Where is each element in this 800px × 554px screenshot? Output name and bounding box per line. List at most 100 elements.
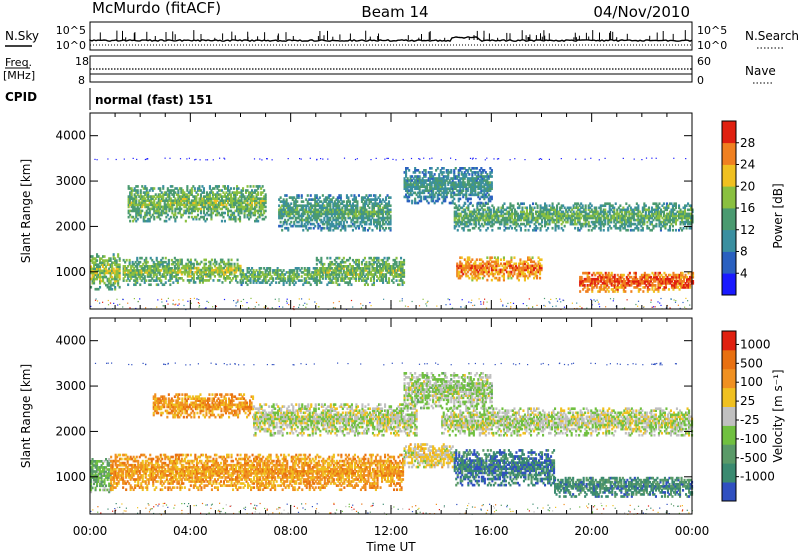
power-cell bbox=[535, 224, 538, 228]
power-cell bbox=[190, 189, 193, 192]
power-cell bbox=[541, 206, 544, 210]
power-cell bbox=[254, 213, 257, 217]
power-cell bbox=[336, 200, 339, 203]
power-cell bbox=[282, 269, 285, 272]
power-cell bbox=[588, 280, 591, 283]
power-cell bbox=[473, 222, 476, 226]
power-cell bbox=[350, 210, 353, 214]
power-cell bbox=[236, 199, 239, 203]
power-cell bbox=[190, 201, 193, 205]
power-cell bbox=[368, 214, 371, 218]
power-cell bbox=[278, 281, 281, 284]
power-cell bbox=[503, 208, 506, 212]
power-cell bbox=[657, 282, 660, 285]
power-cell bbox=[649, 280, 652, 283]
power-cell bbox=[175, 207, 178, 211]
power-cell bbox=[544, 206, 547, 210]
power-cell bbox=[372, 273, 375, 276]
power-cell bbox=[391, 279, 394, 282]
power-cell bbox=[577, 220, 580, 224]
power-cell bbox=[600, 286, 603, 289]
power-cell bbox=[293, 222, 296, 226]
power-cell bbox=[481, 272, 484, 276]
power-cell bbox=[585, 280, 588, 283]
power-cell bbox=[174, 191, 177, 194]
power-cell bbox=[357, 258, 360, 262]
power-cell bbox=[502, 276, 505, 280]
power-cell bbox=[159, 217, 162, 221]
power-cell bbox=[163, 193, 166, 196]
power-cell bbox=[580, 224, 583, 228]
power-cell bbox=[362, 271, 365, 274]
power-cell bbox=[199, 201, 202, 205]
power-cell bbox=[127, 277, 130, 280]
power-cell bbox=[619, 218, 622, 222]
power-cell bbox=[536, 264, 539, 268]
power-cell bbox=[680, 273, 683, 277]
power-cell bbox=[143, 267, 146, 270]
power-cell bbox=[150, 197, 153, 201]
power-cell bbox=[326, 202, 329, 206]
power-cell bbox=[627, 284, 630, 287]
power-cell bbox=[497, 226, 500, 230]
power-cell bbox=[177, 201, 180, 205]
power-cell bbox=[225, 203, 228, 207]
power-cell bbox=[461, 216, 464, 220]
power-cell bbox=[195, 207, 198, 211]
power-cell bbox=[490, 256, 493, 260]
power-cell bbox=[392, 265, 395, 268]
power-cell bbox=[155, 273, 158, 276]
power-cell bbox=[619, 228, 622, 232]
power-cell bbox=[606, 280, 609, 283]
power-cell bbox=[317, 210, 320, 214]
power-cell bbox=[610, 273, 613, 277]
power-cell bbox=[654, 271, 657, 275]
power-cell bbox=[537, 262, 540, 266]
power-cell bbox=[230, 213, 233, 217]
power-cell bbox=[494, 212, 497, 216]
power-cell bbox=[336, 202, 339, 206]
power-cell bbox=[344, 212, 347, 216]
power-cell bbox=[538, 212, 541, 216]
power-cell bbox=[344, 224, 347, 228]
power-cell bbox=[255, 205, 258, 209]
power-cell bbox=[366, 267, 369, 270]
power-cell bbox=[516, 218, 519, 222]
power-cell bbox=[276, 269, 279, 272]
power-cell bbox=[372, 202, 375, 206]
power-cell bbox=[562, 210, 565, 214]
power-cell bbox=[183, 272, 186, 276]
power-cell bbox=[388, 200, 391, 203]
power-cell bbox=[506, 206, 509, 210]
power-cell bbox=[468, 262, 471, 266]
power-cell bbox=[341, 212, 344, 216]
power-cell bbox=[249, 197, 252, 201]
power-cell bbox=[219, 258, 222, 262]
power-cell bbox=[545, 222, 548, 226]
power-cell bbox=[122, 258, 125, 262]
power-cell bbox=[145, 209, 148, 213]
power-cell bbox=[365, 214, 368, 218]
power-cell bbox=[239, 217, 242, 221]
power-cell bbox=[537, 270, 540, 274]
power-cell bbox=[504, 264, 507, 268]
power-cell bbox=[117, 271, 120, 275]
power-cell bbox=[386, 258, 389, 262]
power-cell bbox=[365, 269, 368, 272]
power-cell bbox=[251, 211, 254, 215]
power-cell bbox=[385, 273, 388, 276]
power-cell bbox=[392, 281, 395, 284]
power-cell bbox=[616, 220, 619, 224]
power-cell bbox=[586, 286, 589, 289]
power-cell bbox=[146, 260, 149, 264]
power-cell bbox=[327, 271, 330, 274]
power-cell bbox=[473, 208, 476, 212]
power-cell bbox=[180, 262, 183, 266]
power-cell bbox=[395, 256, 398, 260]
power-cell bbox=[621, 280, 624, 283]
power-cell bbox=[164, 275, 167, 278]
power-cell bbox=[336, 283, 339, 287]
power-cell bbox=[299, 214, 302, 218]
power-cell bbox=[492, 268, 495, 272]
power-cell bbox=[288, 210, 291, 214]
